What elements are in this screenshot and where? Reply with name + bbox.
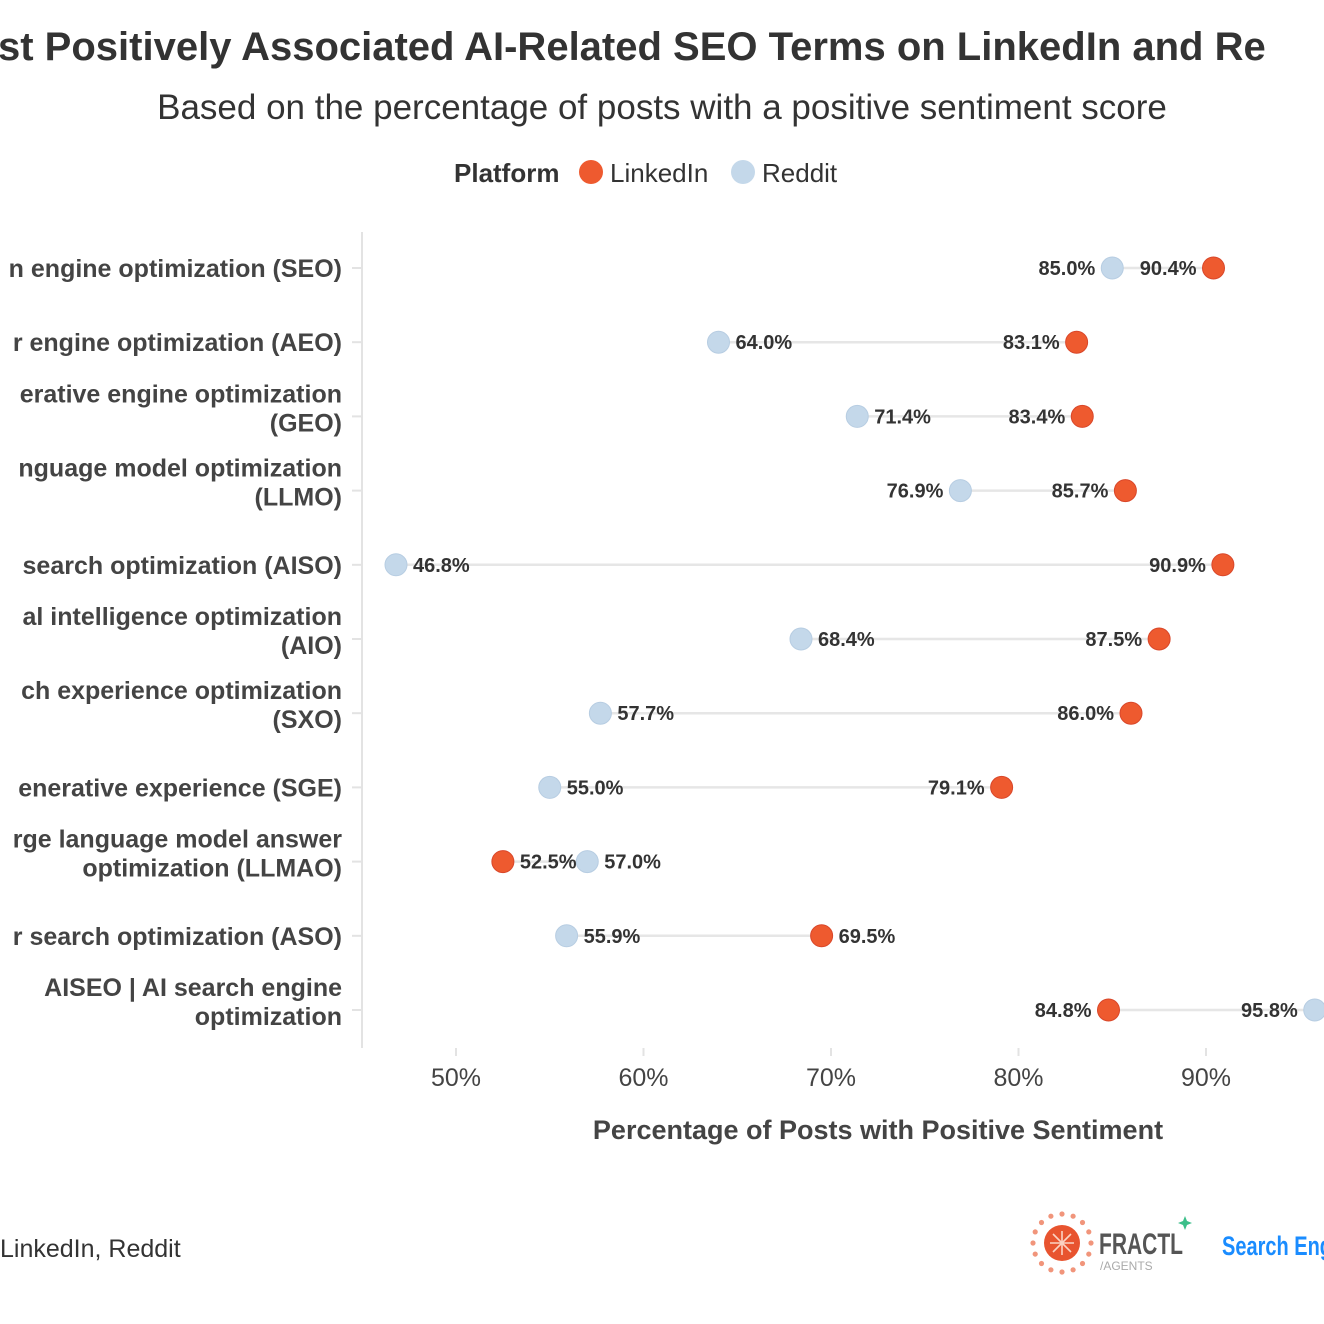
category-label: (SXO) — [273, 706, 342, 734]
reddit-dot — [1303, 998, 1324, 1022]
linkedin-dot — [1070, 404, 1094, 428]
sparkle-icon — [1178, 1216, 1192, 1230]
linkedin-value-label: 90.4% — [1140, 258, 1197, 280]
row: r engine optimization (AEO) 64.0% 83.1% — [13, 329, 1089, 357]
reddit-dot — [845, 404, 869, 428]
linkedin-value-label: 87.5% — [1085, 629, 1142, 651]
reddit-value-label: 85.0% — [1039, 258, 1096, 280]
legend-linkedin-marker — [579, 160, 603, 184]
category-label: ch experience optimization — [21, 677, 342, 705]
linkedin-dot — [810, 924, 834, 948]
reddit-value-label: 76.9% — [887, 481, 944, 503]
reddit-value-label: 68.4% — [818, 629, 875, 651]
reddit-dot — [789, 627, 813, 651]
x-tick-label: 50% — [431, 1064, 481, 1092]
row: search optimization (AISO) 46.8% 90.9% — [23, 552, 1235, 580]
category-label: r engine optimization (AEO) — [13, 329, 342, 357]
category-label: r search optimization (ASO) — [13, 923, 342, 951]
x-tick-label: 80% — [993, 1064, 1043, 1092]
category-label: enerative experience (SGE) — [18, 774, 342, 802]
chart-title: st Positively Associated AI-Related SEO … — [0, 25, 1266, 69]
category-label: n engine optimization (SEO) — [9, 255, 342, 283]
linkedin-value-label: 90.9% — [1149, 555, 1206, 577]
x-tick-label: 60% — [618, 1064, 668, 1092]
linkedin-dot — [1211, 553, 1235, 577]
row: enerative experience (SGE) 55.0% 79.1% — [18, 774, 1014, 802]
legend: Platform LinkedIn Reddit — [454, 158, 838, 188]
reddit-dot — [538, 775, 562, 799]
linkedin-value-label: 86.0% — [1057, 703, 1114, 725]
legend-reddit-label: Reddit — [762, 158, 838, 188]
reddit-dot — [384, 553, 408, 577]
reddit-dot — [707, 330, 730, 354]
category-label: optimization — [195, 1003, 342, 1031]
chart-subtitle: Based on the percentage of posts with a … — [157, 88, 1167, 127]
reddit-dot — [1100, 256, 1124, 280]
reddit-value-label: 57.7% — [617, 703, 674, 725]
linkedin-dot — [491, 850, 515, 874]
reddit-value-label: 95.8% — [1241, 1000, 1298, 1022]
reddit-value-label: 57.0% — [604, 852, 661, 874]
row: erative engine optimization(GEO) 71.4% 83.… — [20, 380, 1094, 437]
reddit-value-label: 71.4% — [874, 406, 931, 428]
reddit-value-label: 46.8% — [413, 555, 470, 577]
reddit-dot — [948, 479, 972, 503]
row: n engine optimization (SEO) 85.0% 90.4% — [9, 255, 1225, 283]
legend-reddit-marker — [731, 160, 755, 184]
linkedin-dot — [1202, 256, 1225, 280]
row: r search optimization (ASO) 55.9% 69.5% — [13, 923, 896, 951]
category-label: al intelligence optimization — [23, 603, 342, 631]
reddit-dot — [555, 924, 579, 948]
category-label: erative engine optimization — [20, 380, 342, 408]
category-label: (GEO) — [270, 409, 342, 437]
linkedin-value-label: 52.5% — [520, 852, 577, 874]
linkedin-value-label: 85.7% — [1052, 481, 1109, 503]
legend-title: Platform — [454, 158, 559, 188]
reddit-value-label: 64.0% — [736, 332, 793, 354]
linkedin-dot — [1065, 330, 1089, 354]
linkedin-value-label: 69.5% — [839, 926, 896, 948]
x-tick-label: 90% — [1181, 1064, 1231, 1092]
category-label: rge language model answer — [13, 826, 343, 854]
category-label: nguage model optimization — [18, 455, 342, 483]
reddit-dot — [575, 850, 599, 874]
legend-linkedin-label: LinkedIn — [610, 158, 708, 188]
source-text: LinkedIn, Reddit — [0, 1235, 181, 1263]
category-label: (LLMO) — [255, 484, 342, 512]
linkedin-dot — [1097, 998, 1120, 1022]
row: ch experience optimization(SXO) 57.7% 86.0… — [21, 677, 1143, 734]
linkedin-dot — [1147, 627, 1171, 651]
linkedin-value-label: 84.8% — [1035, 1000, 1092, 1022]
reddit-value-label: 55.0% — [567, 777, 624, 799]
sej-logo: Search Eng — [1222, 1231, 1324, 1261]
category-label: search optimization (AISO) — [23, 552, 342, 580]
x-axis-title: Percentage of Posts with Positive Sentim… — [593, 1115, 1163, 1145]
row: al intelligence optimization(AIO) 68.4% 87… — [23, 603, 1171, 660]
category-label: AISEO | AI search engine — [44, 974, 342, 1002]
fractl-logo-text: FRACTL — [1099, 1228, 1183, 1261]
fractl-logo-subtext: /AGENTS — [1100, 1259, 1153, 1273]
reddit-dot — [588, 701, 612, 725]
row: nguage model optimization(LLMO) 76.9% 85.7… — [18, 455, 1137, 512]
category-label: (AIO) — [281, 632, 342, 660]
x-tick-label: 70% — [806, 1064, 856, 1092]
linkedin-dot — [990, 775, 1014, 799]
linkedin-dot — [1119, 701, 1143, 725]
linkedin-dot — [1113, 479, 1137, 503]
linkedin-value-label: 79.1% — [928, 777, 985, 799]
fractl-logo: FRACTL /AGENTS — [1030, 1211, 1192, 1275]
linkedin-value-label: 83.4% — [1009, 406, 1066, 428]
reddit-value-label: 55.9% — [584, 926, 641, 948]
linkedin-value-label: 83.1% — [1003, 332, 1060, 354]
category-label: optimization (LLMAO) — [82, 855, 342, 883]
